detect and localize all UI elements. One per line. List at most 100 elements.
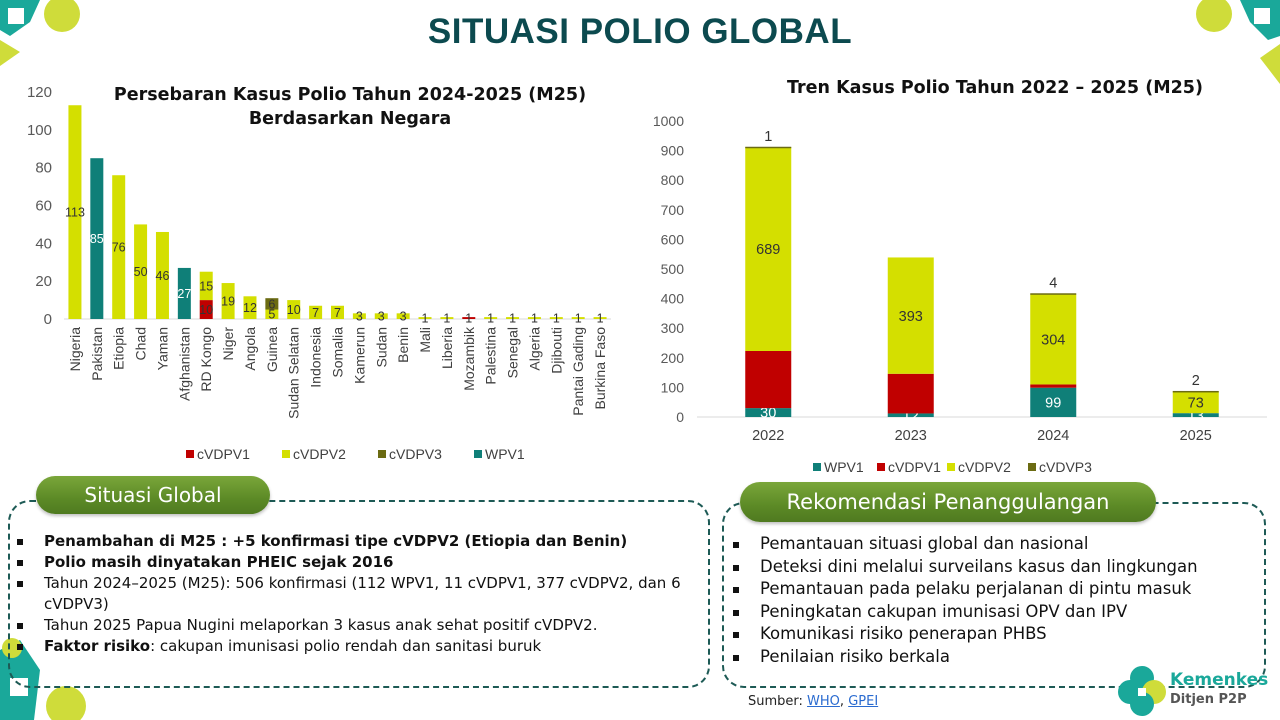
legend-swatch-cvdpv2: [282, 450, 290, 458]
legend-label: cVDPV3: [389, 446, 442, 462]
bar-segment-cvdpv2: [374, 313, 388, 319]
data-label: 2: [1192, 373, 1200, 389]
bar-segment-cvdpv2: [1172, 391, 1219, 414]
y-tick-label: 80: [35, 160, 52, 177]
left-chart-title: Persebaran Kasus Polio Tahun 2024-2025 (…: [90, 83, 610, 131]
bar-segment-cvdpv2: [68, 105, 82, 319]
legend-label: cVDPV2: [958, 459, 1011, 475]
data-label: 1: [509, 312, 516, 326]
source-link-gpei[interactable]: GPEI: [848, 694, 879, 709]
legend-swatch-wpv1: [813, 463, 821, 471]
legend-label: cVDPV1: [888, 459, 941, 475]
y-tick-label: 700: [661, 202, 685, 218]
data-label: 12: [243, 301, 257, 315]
source-label: Sumber:: [748, 694, 808, 709]
legend-swatch-cvdpv1: [186, 450, 194, 458]
data-label: 15: [199, 279, 213, 293]
legend-label: WPV1: [485, 446, 525, 462]
list-item: Pemantauan pada pelaku perjalanan di pin…: [730, 578, 1260, 601]
legend-label: cVDVP3: [1039, 459, 1092, 475]
legend-label: cVDPV1: [197, 446, 250, 462]
list-item-text: : cakupan imunisasi polio rendah dan san…: [150, 637, 542, 655]
legend-swatch-wpv1: [474, 450, 482, 458]
y-tick-label: 400: [661, 291, 685, 307]
legend-swatch-cvdpv2: [947, 463, 955, 471]
x-tick-label: 2023: [895, 428, 927, 444]
right-chart-title: Tren Kasus Polio Tahun 2022 – 2025 (M25): [787, 78, 1203, 98]
x-tick-label: 2024: [1037, 428, 1069, 444]
data-label: 1: [422, 312, 429, 326]
list-item: Penambahan di M25 : +5 konfirmasi tipe c…: [14, 531, 704, 552]
x-tick-label: Benin: [395, 327, 411, 363]
bar-segment-cvdpv1: [887, 373, 934, 414]
data-label: 99: [1045, 396, 1061, 412]
x-tick-label: Guinea: [264, 327, 280, 372]
legend-swatch-cvdpv1: [877, 463, 885, 471]
list-item: Deteksi dini melalui surveilans kasus da…: [730, 556, 1260, 579]
source-link-who[interactable]: WHO: [807, 694, 840, 709]
corner-decoration-top-right: [1196, 0, 1280, 84]
rekomendasi-heading: Rekomendasi Penanggulangan: [740, 482, 1156, 522]
data-label: 1: [531, 312, 538, 326]
y-tick-label: 1000: [653, 113, 684, 129]
bar-segment-wpv1: [1172, 413, 1219, 417]
list-item-bold: Polio masih dinyatakan PHEIC sejak 2016: [44, 553, 394, 571]
bar-segment-cvdpv2: [352, 313, 366, 319]
bar-segment-cvdpv2: [887, 257, 934, 374]
x-tick-label: Algeria: [526, 327, 542, 371]
list-item: Pemantauan situasi global dan nasional: [730, 533, 1260, 556]
situasi-global-list: Penambahan di M25 : +5 konfirmasi tipe c…: [14, 531, 704, 657]
bar-segment-cvdpv2: [199, 271, 213, 301]
list-item: Komunikasi risiko penerapan PHBS: [730, 623, 1260, 646]
y-tick-label: 100: [27, 122, 52, 139]
data-label: 73: [1188, 396, 1204, 412]
corner-decoration-top-left: [0, 0, 80, 66]
page-title: SITUASI POLIO GLOBAL: [427, 12, 853, 51]
x-tick-label: Yaman: [154, 327, 170, 370]
bar-segment-cvdpv2: [527, 317, 541, 319]
bar-segment-cvdpv2: [265, 309, 279, 319]
data-label: 3: [378, 310, 385, 324]
x-tick-label: Djibouti: [548, 327, 564, 374]
y-tick-label: 120: [27, 84, 52, 101]
x-tick-label: Sudan Selatan: [286, 327, 302, 419]
legend-swatch-cvdpv3: [378, 450, 386, 458]
list-item-bold: Faktor risiko: [44, 637, 151, 655]
data-label: 689: [756, 242, 780, 258]
legend-label: WPV1: [824, 459, 864, 475]
data-label: 1: [443, 312, 450, 326]
data-label: 50: [134, 265, 148, 279]
bar-segment-cvdpv1: [1030, 384, 1077, 388]
legend-swatch-cvdvp3: [1028, 463, 1036, 471]
data-label: 7: [312, 306, 319, 320]
list-item: Tahun 2024–2025 (M25): 506 konfirmasi (1…: [14, 573, 704, 615]
bar-segment-wpv1: [887, 413, 934, 417]
list-item: Faktor risiko: cakupan imunisasi polio r…: [14, 636, 704, 657]
bar-segment-cvdpv2: [745, 147, 792, 351]
x-tick-label: Indonesia: [308, 327, 324, 388]
bar-segment-cvdpv2: [112, 175, 126, 319]
x-tick-label: Etiopia: [111, 327, 127, 370]
rekomendasi-list: Pemantauan situasi global dan nasional D…: [730, 533, 1260, 668]
y-tick-label: 200: [661, 350, 685, 366]
data-label: 1: [575, 312, 582, 326]
y-tick-label: 100: [661, 379, 685, 395]
bar-segment-cvdpv1: [745, 350, 792, 409]
y-tick-label: 60: [35, 198, 52, 215]
bar-segment-cvdpv2: [593, 317, 607, 319]
kemenkes-logo-sub: Ditjen P2P: [1170, 692, 1247, 707]
bar-segment-cvdpv1: [462, 317, 476, 319]
x-tick-label: Burkina Faso: [592, 327, 608, 410]
bar-segment-wpv1: [745, 408, 792, 417]
bar-segment-wpv1: [90, 158, 104, 319]
bar-segment-cvdpv2: [221, 283, 235, 319]
data-label: 5: [268, 308, 275, 322]
list-item: Peningkatan cakupan imunisasi OPV dan IP…: [730, 601, 1260, 624]
left-chart-subtitle: Berdasarkan Negara: [248, 109, 452, 129]
source-note: Sumber: WHO, GPEI: [748, 694, 878, 709]
data-label: 19: [221, 294, 235, 308]
x-tick-label: Somalia: [330, 327, 346, 378]
situasi-global-heading: Situasi Global: [36, 476, 270, 514]
bar-segment-cvdvp3: [1172, 390, 1219, 393]
list-item-text: Tahun 2024–2025 (M25): 506 konfirmasi (1…: [44, 574, 681, 613]
